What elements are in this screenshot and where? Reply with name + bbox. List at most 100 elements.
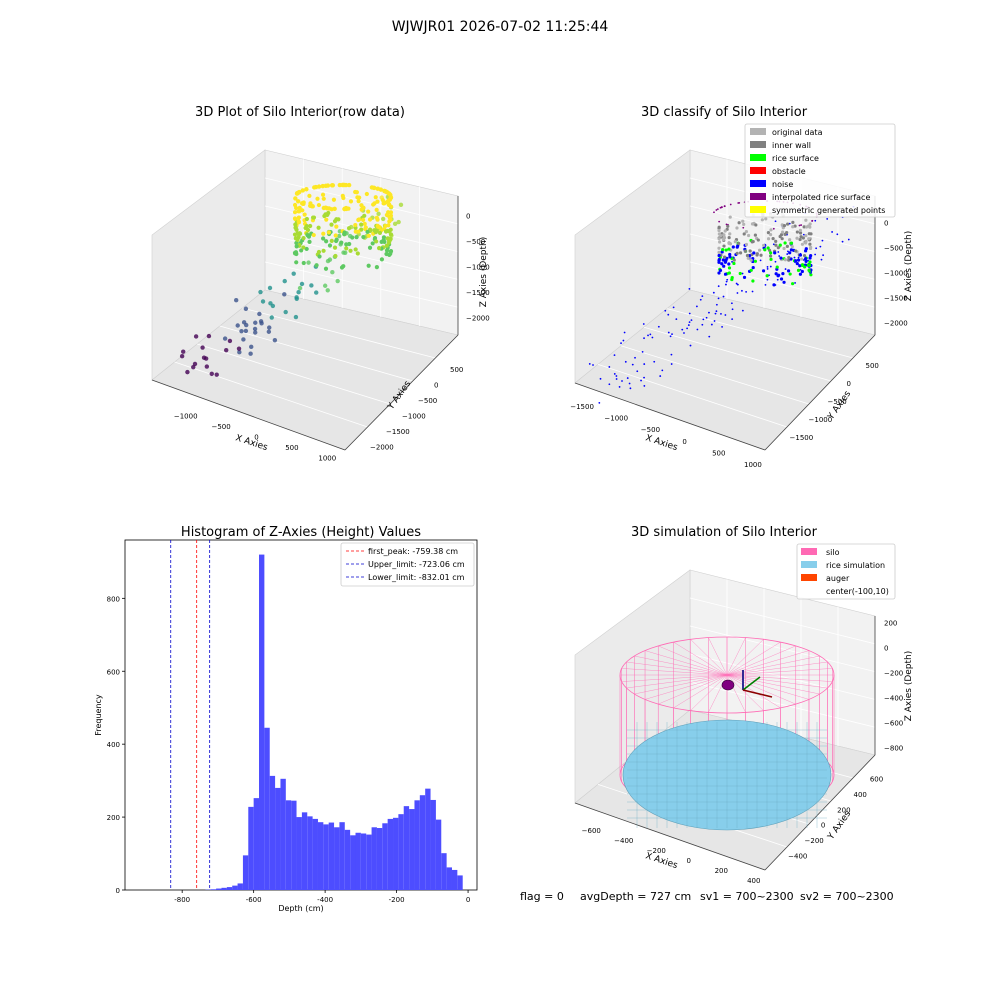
classified-point — [761, 269, 766, 273]
noise-point — [624, 360, 627, 363]
raw-point — [243, 328, 249, 334]
raw-point — [386, 223, 391, 228]
raw-point — [179, 354, 185, 359]
interpolated-point — [738, 201, 741, 204]
classified-point — [798, 253, 803, 257]
raw-point — [309, 283, 314, 288]
classified-point — [787, 255, 791, 260]
raw-point — [258, 289, 263, 295]
raw-point — [267, 325, 272, 330]
tick-label: −400 — [884, 695, 903, 703]
tick-label: −500 — [884, 245, 903, 253]
raw-point — [366, 233, 371, 238]
auger-axis-x — [742, 689, 773, 698]
noise-point — [814, 219, 817, 222]
raw-point — [303, 225, 308, 231]
legend-label: first_peak: -759.38 cm — [368, 547, 458, 556]
raw-point — [204, 364, 210, 369]
histogram-ylabel: Frequency — [94, 694, 103, 736]
raw-point — [324, 217, 329, 222]
auger-marker — [721, 670, 773, 698]
noise-point — [615, 375, 618, 377]
raw-point — [363, 225, 368, 230]
raw-point — [333, 253, 338, 259]
classified-point — [717, 237, 721, 241]
raw-point — [388, 249, 393, 254]
legend-label: auger — [826, 574, 850, 583]
raw-point — [330, 270, 335, 275]
noise-point — [649, 333, 652, 336]
classified-point — [766, 231, 771, 235]
raw-plot-zlabel: Z Axies (Depth) — [479, 237, 489, 308]
classified-point — [809, 245, 813, 249]
grid-line — [620, 345, 810, 405]
raw-point — [367, 245, 373, 250]
classified-point — [721, 247, 725, 252]
raw-point — [314, 290, 319, 295]
classified-point — [749, 268, 753, 272]
raw-point — [316, 249, 322, 255]
raw-point — [312, 185, 317, 190]
raw-point — [340, 193, 345, 198]
classified-point — [768, 254, 773, 258]
raw-point — [325, 212, 330, 218]
tick-label: 0 — [821, 822, 825, 830]
status-sv2: sv2 = 700~2300 — [800, 890, 894, 903]
histogram-bar — [334, 827, 340, 890]
raw-point — [344, 246, 349, 251]
noise-point — [776, 278, 779, 281]
histogram-bar — [366, 834, 372, 890]
classified-point — [735, 251, 739, 255]
raw-plot-points — [179, 182, 404, 377]
noise-point — [699, 298, 702, 301]
interpolated-point — [729, 203, 732, 206]
classified-point — [720, 262, 724, 266]
raw-point — [235, 323, 240, 328]
raw-plot-ticks: −1000 −500 0 500 1000 500 0 −500 −1000 −1500 −2000… — [174, 213, 490, 463]
tick-label: 0 — [254, 434, 258, 442]
legend-swatch — [750, 193, 766, 200]
raw-point — [294, 191, 300, 196]
silo-spoke — [726, 637, 746, 676]
noise-point — [717, 297, 720, 300]
classified-point — [722, 236, 727, 240]
legend-swatch — [750, 206, 766, 213]
noise-point — [715, 303, 718, 306]
classified-point — [727, 247, 731, 251]
noise-point — [793, 256, 796, 259]
raw-point — [302, 212, 307, 217]
silo-spoke — [726, 674, 810, 700]
interpolated-point — [719, 206, 722, 209]
noise-point — [820, 258, 823, 261]
noise-point — [643, 385, 646, 387]
histogram-bar — [242, 855, 249, 890]
x-tick-label: 0 — [466, 896, 470, 904]
silo-spoke — [690, 639, 728, 676]
classified-point — [724, 248, 728, 252]
noise-point — [681, 328, 684, 331]
raw-point — [239, 328, 244, 334]
raw-point — [360, 205, 365, 211]
raw-point — [361, 234, 366, 240]
raw-point — [375, 224, 381, 229]
raw-point — [294, 251, 299, 257]
classified-point — [717, 228, 721, 233]
classified-point — [732, 261, 736, 266]
classified-point — [782, 224, 787, 228]
interpolated-point — [715, 209, 718, 211]
raw-point — [292, 216, 298, 221]
classified-point — [802, 225, 806, 229]
raw-point — [296, 220, 302, 225]
classified-point — [759, 253, 763, 257]
raw-point — [301, 260, 306, 266]
histogram-bar — [414, 800, 420, 890]
histogram-bar — [301, 812, 308, 890]
raw-point — [384, 251, 389, 257]
raw-point — [315, 196, 320, 201]
raw-point — [324, 239, 329, 244]
noise-point — [670, 353, 673, 356]
classified-point — [718, 268, 723, 273]
raw-point — [329, 238, 334, 244]
classified-point — [771, 236, 775, 241]
noise-point — [661, 369, 664, 372]
